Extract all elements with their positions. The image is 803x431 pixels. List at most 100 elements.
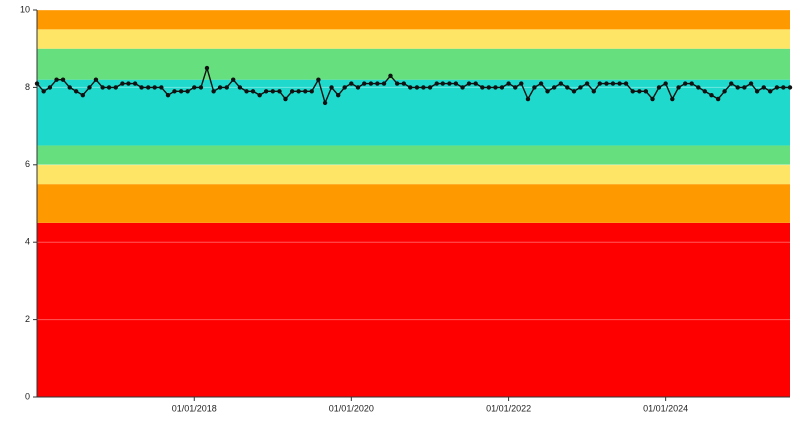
point [473, 81, 478, 86]
point [787, 85, 793, 90]
point [702, 89, 708, 94]
point [362, 81, 367, 86]
point [781, 85, 786, 90]
point [552, 85, 557, 90]
point [231, 77, 236, 82]
point [224, 85, 229, 90]
point [499, 85, 505, 90]
point [663, 81, 668, 86]
point [60, 77, 66, 82]
point [165, 92, 171, 98]
point [303, 89, 308, 94]
point [211, 89, 216, 94]
band [37, 29, 790, 49]
point [54, 77, 59, 82]
point [525, 96, 531, 102]
band [37, 79, 790, 146]
point [277, 89, 282, 94]
point [480, 85, 485, 90]
x-tick-label: 01/01/2018 [172, 403, 217, 413]
point [237, 85, 243, 90]
point [774, 85, 780, 90]
point [538, 81, 544, 86]
point [41, 89, 46, 94]
point [283, 96, 288, 102]
point [126, 81, 131, 86]
point [689, 81, 694, 86]
point [375, 81, 380, 86]
point [132, 81, 138, 86]
point [447, 81, 452, 86]
point [754, 89, 760, 94]
point [650, 96, 655, 102]
point [106, 85, 112, 90]
point [709, 92, 714, 98]
band [37, 48, 790, 80]
y-tick-label: 4 [25, 237, 30, 247]
point [316, 77, 321, 82]
point [67, 85, 72, 90]
point [204, 65, 210, 71]
point [453, 81, 459, 86]
band [37, 184, 790, 223]
point [139, 85, 144, 90]
point [73, 89, 79, 94]
point [355, 85, 361, 90]
point [545, 89, 550, 94]
point [47, 85, 53, 90]
y-tick-label: 8 [25, 82, 30, 92]
y-tick-label: 2 [25, 314, 30, 324]
point [676, 85, 681, 90]
point [630, 89, 635, 94]
point [342, 85, 347, 90]
point [100, 85, 105, 90]
point [591, 89, 596, 94]
point [434, 81, 439, 86]
point [460, 85, 465, 90]
point [643, 89, 649, 94]
point [257, 92, 262, 98]
point [440, 81, 445, 86]
point [761, 85, 766, 90]
point [172, 89, 177, 94]
point [571, 89, 577, 94]
point [519, 81, 524, 86]
point [296, 89, 301, 94]
point [656, 85, 662, 90]
point [637, 89, 642, 94]
point [748, 81, 754, 86]
point [394, 81, 400, 86]
point [427, 85, 433, 90]
point [217, 85, 223, 90]
point [670, 96, 675, 102]
point [349, 81, 354, 86]
point [578, 85, 583, 90]
point [113, 85, 118, 90]
point [309, 89, 314, 94]
point [120, 81, 125, 86]
point [185, 89, 190, 94]
point [683, 81, 688, 86]
point [250, 89, 256, 94]
point [493, 85, 498, 90]
point [623, 81, 629, 86]
point [93, 77, 99, 82]
point [604, 81, 609, 86]
point [532, 85, 537, 90]
band [37, 222, 790, 397]
point [735, 85, 740, 90]
point [597, 81, 603, 86]
band [37, 10, 790, 30]
point [388, 73, 393, 78]
point [146, 85, 151, 90]
point [715, 96, 721, 102]
x-tick-label: 01/01/2024 [643, 403, 688, 413]
point [87, 85, 92, 90]
point [421, 85, 426, 90]
point [486, 85, 491, 90]
point [322, 100, 328, 106]
point [178, 89, 184, 94]
point [558, 81, 564, 86]
